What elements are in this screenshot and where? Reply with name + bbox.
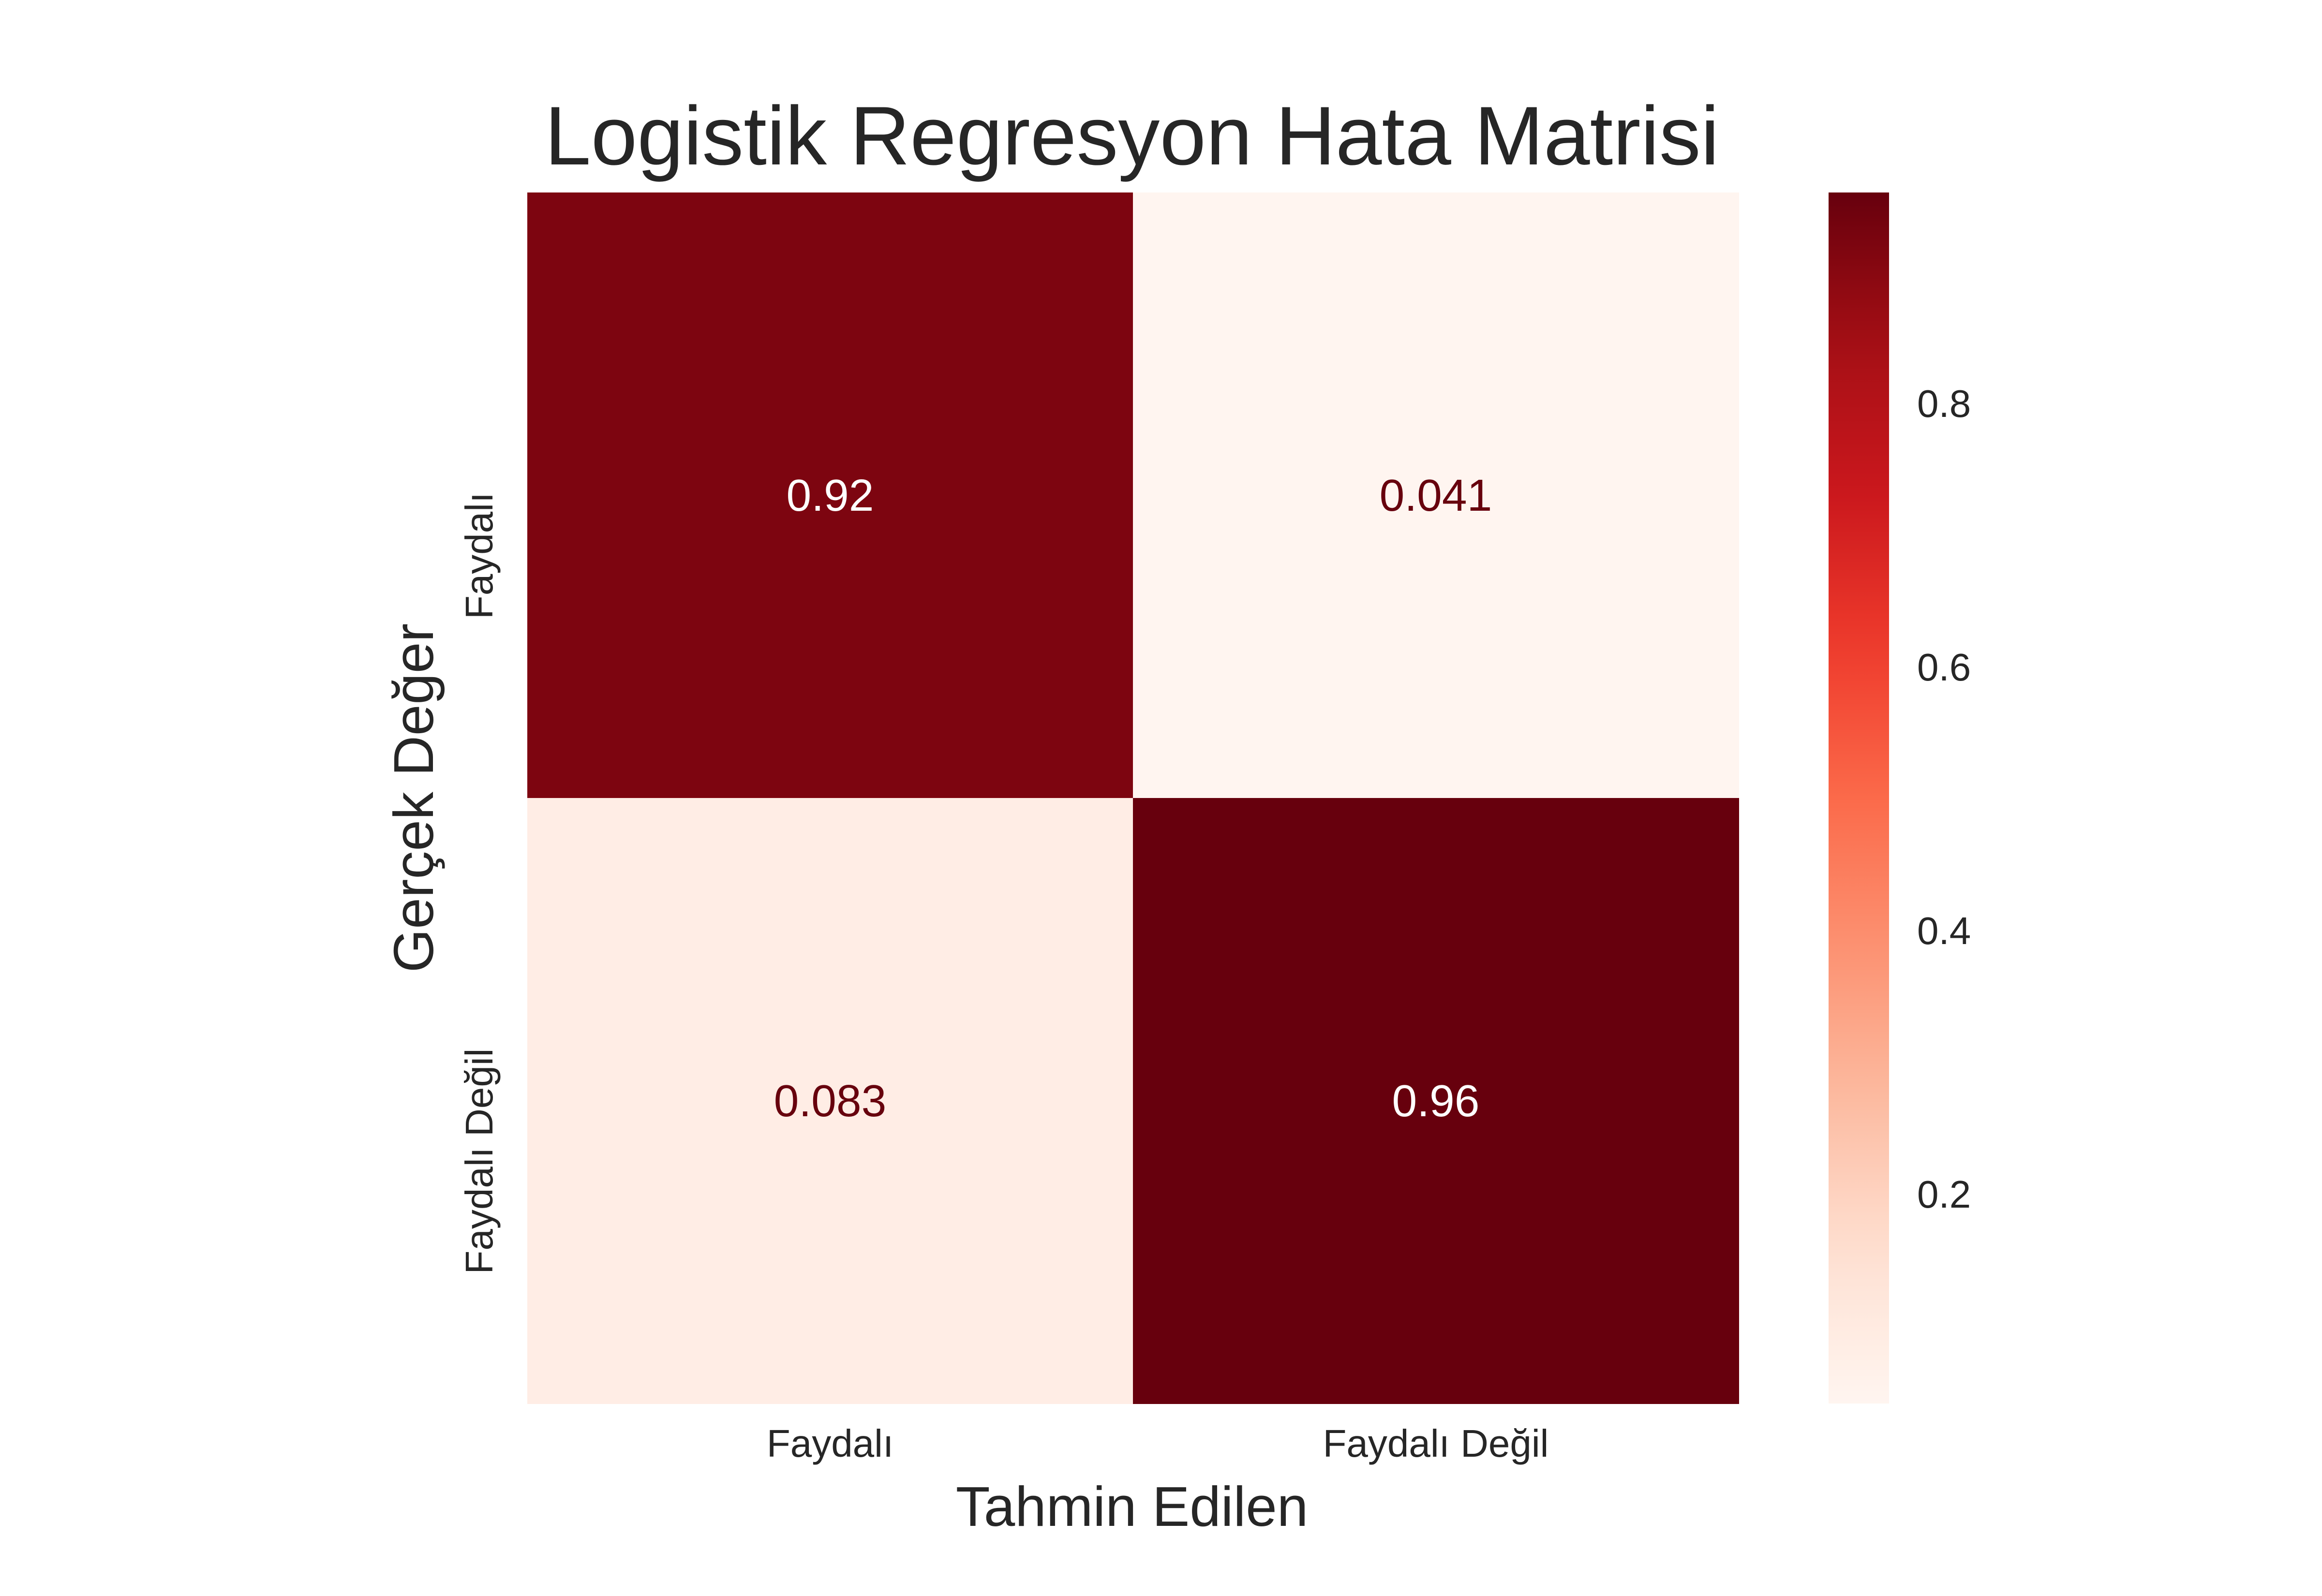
y-tick-label: Faydalı Değil — [458, 1049, 501, 1274]
heatmap-cell — [527, 192, 1133, 798]
heatmap-cell — [527, 798, 1133, 1404]
y-tick-label: Faydalı — [458, 492, 501, 619]
heatmap-cell-value: 0.96 — [1392, 1076, 1479, 1126]
chart-title: Logistik Regresyon Hata Matrisi — [545, 89, 1719, 182]
colorbar-tick-label: 0.4 — [1917, 909, 1971, 952]
y-axis-label: Gerçek Değer — [382, 623, 445, 973]
y-axis-tick-labels: Faydalı Faydalı Değil — [458, 492, 501, 1274]
heatmap-cell-value: 0.92 — [786, 470, 874, 520]
heatmap-cells — [527, 192, 1739, 1404]
heatmap-cell-value: 0.083 — [774, 1076, 887, 1126]
heatmap-cell-labels: 0.92 0.041 0.083 0.96 — [774, 470, 1492, 1126]
colorbar-tick-label: 0.2 — [1917, 1173, 1971, 1216]
colorbar-tick-label: 0.6 — [1917, 646, 1971, 689]
colorbar-tick-label: 0.8 — [1917, 382, 1971, 425]
x-axis-tick-labels: Faydalı Faydalı Değil — [767, 1422, 1549, 1465]
heatmap-cell-value: 0.041 — [1380, 470, 1492, 520]
colorbar — [1829, 192, 1889, 1404]
x-tick-label: Faydalı Değil — [1323, 1422, 1549, 1465]
heatmap-cell — [1133, 192, 1739, 798]
colorbar-tick-labels: 0.2 0.4 0.6 0.8 — [1917, 382, 1971, 1216]
heatmap-cell — [1133, 798, 1739, 1404]
x-axis-label: Tahmin Edilen — [956, 1475, 1309, 1538]
x-tick-label: Faydalı — [767, 1422, 893, 1465]
